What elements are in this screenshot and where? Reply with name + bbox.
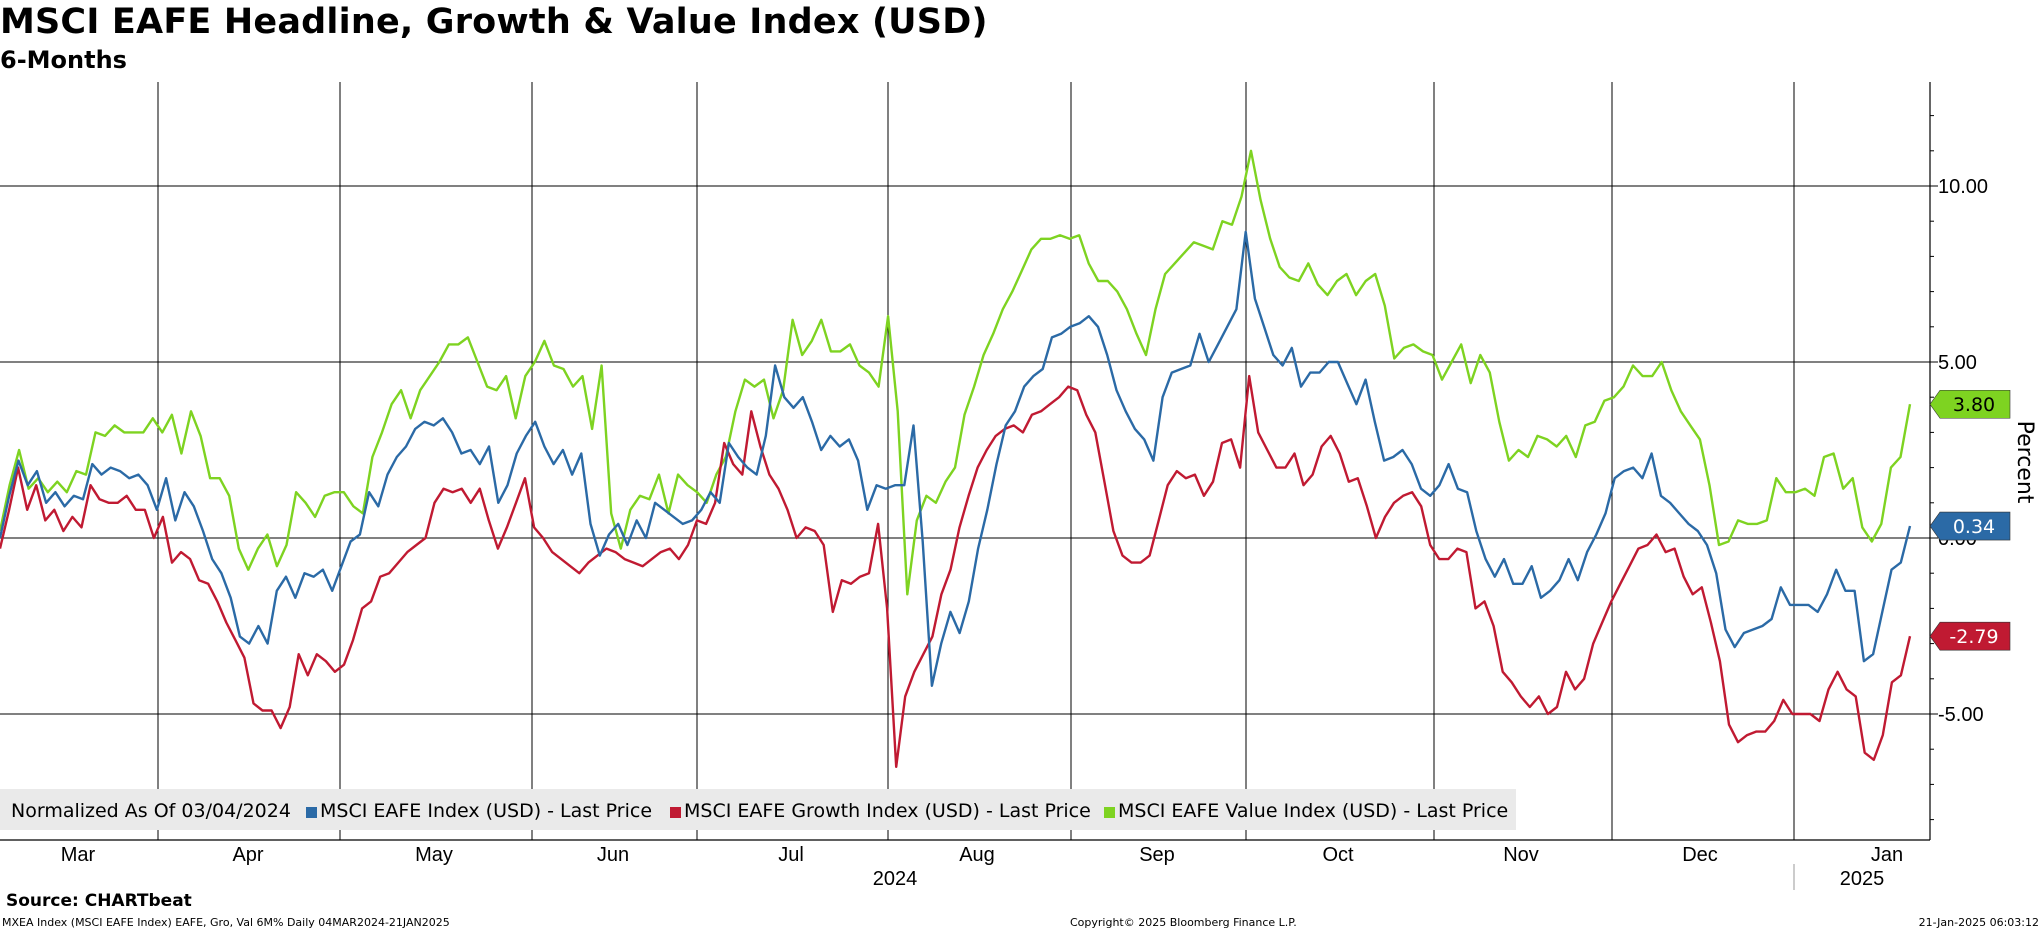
legend-swatch-value: [1104, 807, 1115, 818]
chart-title: MSCI EAFE Headline, Growth & Value Index…: [0, 2, 988, 42]
y-tick-label: 5.00: [1938, 352, 1977, 374]
y-axis-label: Percent: [2012, 421, 2037, 504]
x-tick-label: Jun: [597, 844, 629, 866]
x-tick-label: May: [415, 844, 453, 866]
badge-value: -2.79: [1949, 626, 1998, 648]
legend-background: [0, 789, 1516, 830]
source-label: Source: CHARTbeat: [6, 891, 192, 911]
x-tick-label: Apr: [232, 844, 263, 866]
badge-shape: [1929, 389, 2011, 419]
headline-series-line: [0, 230, 1912, 687]
x-tick-label: Jan: [1871, 844, 1903, 866]
legend-swatch-growth: [670, 807, 681, 818]
y-tick-label: -5.00: [1938, 704, 1984, 726]
last-value-badge-growth: -2.79: [1929, 621, 2011, 651]
x-tick-label: Sep: [1139, 844, 1175, 866]
legend-swatch-headline: [306, 807, 317, 818]
legend-item-headline[interactable]: MSCI EAFE Index (USD) - Last Price: [320, 800, 652, 822]
copyright: Copyright© 2025 Bloomberg Finance L.P.: [1070, 916, 1297, 929]
legend: Normalized As Of 03/04/2024 MSCI EAFE In…: [0, 789, 1516, 830]
series-lines: [0, 149, 1912, 768]
badge-value: 0.34: [1953, 516, 1995, 538]
chart-subtitle: 6-Months: [0, 46, 127, 74]
x-tick-label: Mar: [61, 844, 96, 866]
badge-shape: [1929, 511, 2011, 541]
line-chart: Normalized As Of 03/04/2024 MSCI EAFE In…: [0, 82, 2037, 890]
legend-item-growth[interactable]: MSCI EAFE Growth Index (USD) - Last Pric…: [684, 800, 1091, 822]
x-year-label: 2025: [1840, 868, 1885, 890]
x-tick-label: Oct: [1322, 844, 1354, 866]
x-tick-label: Nov: [1503, 844, 1539, 866]
x-axis: Mar Apr May Jun Jul Aug Sep Oct Nov Dec …: [61, 844, 1903, 890]
x-tick-label: Aug: [959, 844, 995, 866]
x-tick-label: Dec: [1682, 844, 1718, 866]
y-tick-label: 10.00: [1938, 176, 1988, 198]
badge-value: 3.80: [1953, 394, 1995, 416]
x-year-label: 2024: [873, 868, 918, 890]
gridlines: [0, 82, 1938, 890]
badge-shape: [1929, 621, 2011, 651]
x-tick-label: Jul: [778, 844, 804, 866]
value-series-line: [0, 149, 1912, 596]
ticker-metadata: MXEA Index (MSCI EAFE Index) EAFE, Gro, …: [2, 916, 450, 929]
last-value-badge-value: 3.80: [1929, 389, 2011, 419]
last-value-badges: 0.34 -2.79 3.80: [1929, 389, 2011, 651]
growth-series-line: [0, 374, 1912, 768]
legend-item-value[interactable]: MSCI EAFE Value Index (USD) - Last Price: [1118, 800, 1508, 822]
legend-normalized-label: Normalized As Of 03/04/2024: [11, 800, 291, 822]
last-value-badge-headline: 0.34: [1929, 511, 2011, 541]
timestamp: 21-Jan-2025 06:03:12: [1918, 916, 2039, 929]
